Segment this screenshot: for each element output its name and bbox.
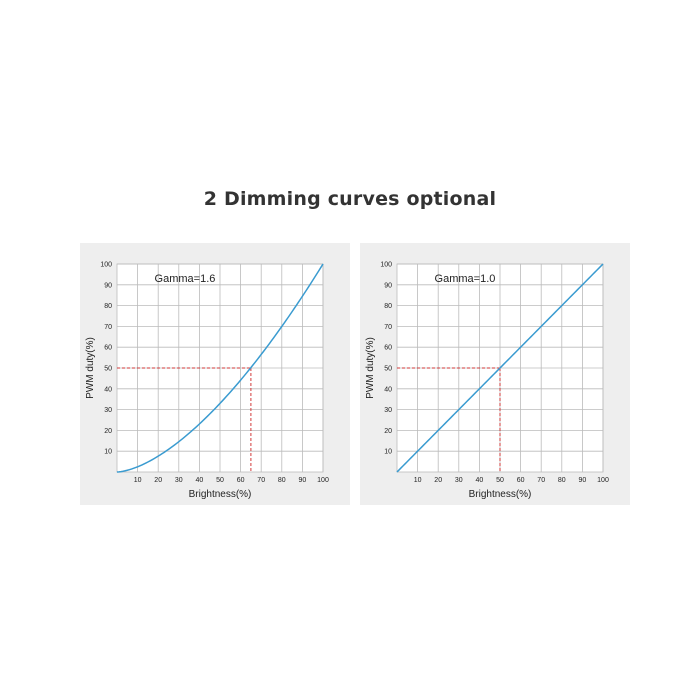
- gamma-label: Gamma=1.6: [155, 273, 216, 285]
- dimming-curve-line: [116, 263, 324, 473]
- y-tick-label: 70: [104, 324, 112, 331]
- x-tick-label: 90: [579, 477, 587, 484]
- y-tick-label: 100: [100, 262, 112, 269]
- x-tick-label: 60: [237, 477, 245, 484]
- y-tick-label: 50: [104, 366, 112, 373]
- y-axis-title: PWM duty(%): [85, 337, 96, 399]
- y-tick-label: 30: [104, 407, 112, 414]
- y-tick-label: 60: [384, 345, 392, 352]
- x-tick-label: 100: [317, 477, 329, 484]
- x-tick-label: 20: [434, 477, 442, 484]
- y-tick-label: 90: [384, 282, 392, 289]
- x-tick-label: 80: [278, 477, 286, 484]
- y-tick-label: 70: [384, 324, 392, 331]
- y-tick-label: 10: [384, 449, 392, 456]
- x-tick-label: 90: [299, 477, 307, 484]
- y-tick-label: 30: [384, 407, 392, 414]
- x-tick-label: 70: [537, 477, 545, 484]
- y-tick-label: 20: [384, 428, 392, 435]
- chart-panel-gamma-1-6: 10 20 30 40 50 60 70 80 90 100 10 20 30 40 50 60 70 80 90 1…: [80, 243, 350, 505]
- x-tick-label: 100: [597, 477, 609, 484]
- x-tick-label: 30: [455, 477, 463, 484]
- y-tick-label: 80: [384, 303, 392, 310]
- y-tick-label: 40: [384, 386, 392, 393]
- x-tick-label: 80: [558, 477, 566, 484]
- x-tick-label: 20: [154, 477, 162, 484]
- x-tick-label: 70: [257, 477, 265, 484]
- y-tick-label: 60: [104, 345, 112, 352]
- dimming-curve-chart-gamma-1-6: 10 20 30 40 50 60 70 80 90 100 10 20 30 40 50 60 70 80 90 1…: [85, 262, 329, 501]
- y-tick-label: 50: [384, 366, 392, 373]
- page-heading: 2 Dimming curves optional: [203, 188, 497, 210]
- y-tick-label: 100: [380, 262, 392, 269]
- y-tick-label: 40: [104, 386, 112, 393]
- x-tick-label: 10: [134, 477, 142, 484]
- x-tick-label: 50: [496, 477, 504, 484]
- y-tick-label: 20: [104, 428, 112, 435]
- y-axis-title: PWM duty(%): [365, 337, 376, 399]
- x-tick-label: 40: [476, 477, 484, 484]
- gamma-label: Gamma=1.0: [435, 273, 496, 285]
- dimming-curve-chart-gamma-1-0: 10 20 30 40 50 60 70 80 90 100 10 20 30 40 50 60 70 80 90 1…: [365, 262, 609, 501]
- chart-panel-gamma-1-0: 10 20 30 40 50 60 70 80 90 100 10 20 30 40 50 60 70 80 90 1…: [360, 243, 630, 505]
- x-tick-label: 60: [517, 477, 525, 484]
- y-tick-label: 90: [104, 282, 112, 289]
- x-axis-title: Brightness(%): [189, 489, 252, 500]
- x-tick-label: 40: [196, 477, 204, 484]
- x-tick-label: 10: [414, 477, 422, 484]
- x-axis-title: Brightness(%): [469, 489, 532, 500]
- x-tick-label: 50: [216, 477, 224, 484]
- x-tick-label: 30: [175, 477, 183, 484]
- y-tick-label: 80: [104, 303, 112, 310]
- y-tick-label: 10: [104, 449, 112, 456]
